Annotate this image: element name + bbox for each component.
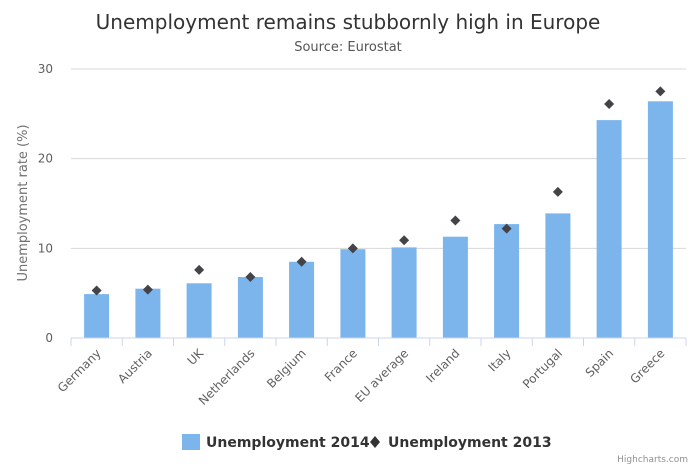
y-tick-label: 0 (45, 331, 53, 345)
marker-ireland[interactable] (450, 215, 461, 226)
x-tick-label: UK (185, 345, 207, 367)
marker-portugal[interactable] (552, 186, 563, 197)
marker-uk[interactable] (194, 264, 205, 275)
legend: Unemployment 2014 Unemployment 2013 (182, 434, 552, 451)
x-tick-label: Italy (485, 346, 513, 374)
marker-belgium[interactable] (296, 256, 307, 267)
legend-swatch-2014 (182, 434, 200, 450)
bar-series (84, 101, 673, 338)
bar-france[interactable] (340, 249, 366, 338)
bar-portugal[interactable] (545, 213, 571, 338)
y-axis-ticks: 0 10 20 30 (38, 62, 53, 345)
bar-uk[interactable] (186, 283, 212, 338)
bar-italy[interactable] (494, 224, 520, 338)
marker-netherlands[interactable] (245, 272, 256, 283)
marker-austria[interactable] (142, 284, 153, 295)
marker-greece[interactable] (655, 86, 666, 97)
marker-series (91, 86, 666, 296)
x-tick-label: France (322, 346, 360, 384)
marker-france[interactable] (347, 243, 358, 254)
x-tick-label: Portugal (520, 346, 565, 391)
x-tick-label: Germany (55, 346, 104, 395)
bar-spain[interactable] (596, 120, 622, 338)
x-tick-label: Ireland (423, 346, 462, 385)
y-tick-label: 10 (38, 241, 53, 255)
bar-ireland[interactable] (442, 236, 468, 338)
y-axis-title: Unemployment rate (%) (16, 124, 31, 281)
marker-germany[interactable] (91, 285, 102, 296)
chart-title: Unemployment remains stubbornly high in … (96, 10, 601, 34)
bar-netherlands[interactable] (237, 277, 263, 338)
legend-label-2013: Unemployment 2013 (388, 435, 552, 451)
bar-greece[interactable] (647, 101, 673, 338)
marker-spain[interactable] (604, 98, 615, 109)
x-tick-label: Belgium (264, 346, 309, 391)
x-tick-label: Austria (115, 346, 155, 386)
gridlines (71, 68, 686, 249)
credits[interactable]: Highcharts.com (617, 455, 688, 464)
y-tick-label: 30 (38, 62, 53, 76)
bar-belgium[interactable] (289, 261, 315, 338)
x-tick-label: Spain (583, 346, 617, 380)
chart-subtitle: Source: Eurostat (294, 40, 402, 55)
bar-austria[interactable] (135, 288, 161, 338)
x-tick-label: Greece (627, 346, 667, 386)
legend-item-2014[interactable]: Unemployment 2014 (182, 434, 370, 451)
legend-marker-2013 (370, 436, 380, 448)
legend-label-2014: Unemployment 2014 (206, 435, 370, 451)
legend-item-2013[interactable]: Unemployment 2013 (370, 435, 552, 451)
y-tick-label: 20 (38, 152, 53, 166)
marker-eu-average[interactable] (399, 235, 410, 246)
x-tick-label: EU average (352, 346, 411, 405)
bar-eu-average[interactable] (391, 247, 417, 338)
bar-germany[interactable] (84, 294, 110, 338)
marker-italy[interactable] (501, 223, 512, 234)
